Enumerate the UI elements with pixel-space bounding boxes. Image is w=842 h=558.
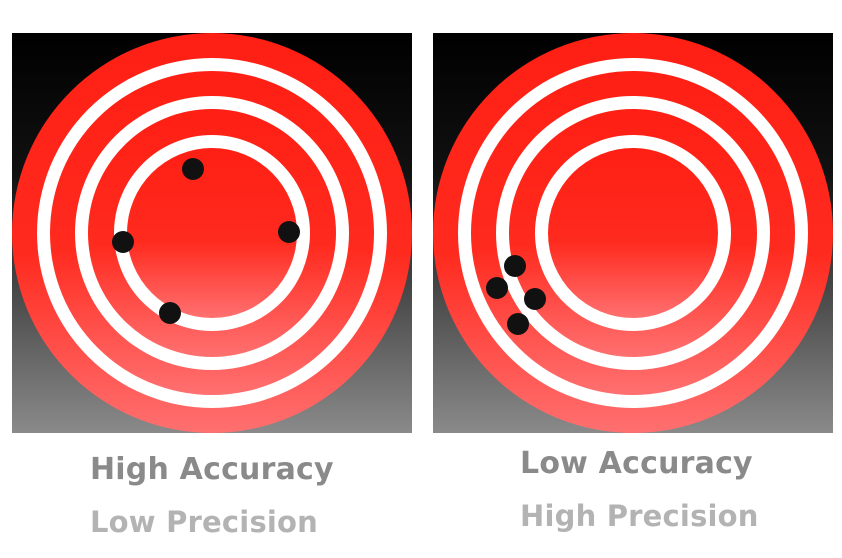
shot-mark [112, 231, 134, 253]
bullseye [127, 148, 297, 318]
shot-group-left [112, 158, 300, 324]
target-rings [12, 33, 412, 433]
accuracy-label-right: Low Accuracy [520, 446, 753, 481]
shot-mark [507, 313, 529, 335]
precision-label-left: Low Precision [90, 505, 319, 539]
shot-mark [182, 158, 204, 180]
shot-mark [524, 288, 546, 310]
shot-mark [504, 255, 526, 277]
shot-mark [486, 277, 508, 299]
shot-mark [159, 302, 181, 324]
target-rings [433, 33, 833, 433]
accuracy-label-left: High Accuracy [90, 452, 334, 487]
target-panel-right [433, 33, 833, 433]
target-panel-left [12, 33, 412, 433]
precision-label-right: High Precision [520, 499, 759, 533]
shot-group-right [486, 255, 546, 335]
shot-mark [278, 221, 300, 243]
bullseye [548, 148, 718, 318]
